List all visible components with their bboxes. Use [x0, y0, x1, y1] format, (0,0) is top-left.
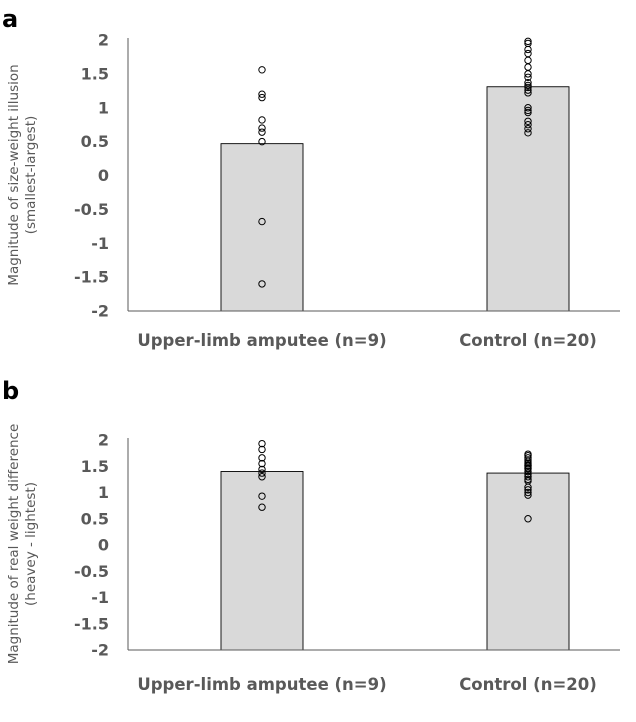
panel-letter: b: [2, 377, 19, 405]
data-point: [258, 280, 266, 288]
data-point: [258, 217, 266, 226]
y-tick-label: 1: [98, 483, 109, 502]
data-point: [258, 128, 266, 136]
bar: [220, 471, 304, 651]
data-point: [258, 445, 266, 454]
data-point: [524, 106, 532, 115]
y-tick-label: 2: [98, 431, 109, 450]
category-label: Control (n=20): [459, 331, 597, 350]
data-point: [258, 90, 266, 98]
data-point: [524, 465, 532, 473]
data-point: [258, 469, 266, 477]
data-point: [524, 83, 532, 92]
y-axis-label-line: Magnitude of real weight difference: [6, 424, 22, 665]
bars: [220, 86, 570, 312]
y-tick-label: 1: [98, 98, 109, 117]
category-labels: Upper-limb amputee (n=9) Control (n=20): [137, 331, 596, 350]
panel-b: b 2 1.5 1 0.5 0 -0.5 -1 -1.5 -2 Magnitude of rea…: [2, 377, 620, 694]
y-tick-label: 0.5: [81, 509, 109, 528]
data-point: [258, 116, 266, 124]
category-labels: Upper-limb amputee (n=9) Control (n=20): [137, 675, 596, 694]
y-tick-label: -1.5: [74, 614, 109, 633]
data-point: [524, 70, 532, 78]
data-point: [524, 117, 532, 126]
panel-letter: a: [2, 5, 18, 33]
y-tick-label: 0.5: [81, 132, 109, 151]
y-tick-label: -1: [91, 588, 109, 607]
bars: [220, 471, 570, 651]
data-point: [524, 129, 532, 137]
data-point: [258, 473, 266, 481]
data-point: [524, 81, 532, 90]
data-point: [524, 488, 532, 497]
y-axis-label: Magnitude of size-weight illusion (smalle…: [6, 64, 39, 285]
data-point: [258, 66, 266, 74]
y-tick-label: 0: [98, 166, 109, 185]
data-point: [524, 45, 532, 54]
data-point: [524, 63, 532, 71]
data-point: [524, 454, 532, 462]
category-label: Control (n=20): [459, 675, 597, 694]
y-tick-label: 1.5: [81, 457, 109, 476]
data-point: [524, 491, 532, 499]
bar: [486, 472, 570, 651]
data-point: [524, 486, 532, 494]
y-tick-label: -0.5: [74, 562, 109, 581]
data-point: [258, 492, 266, 500]
data-point: [524, 108, 532, 117]
data-point: [524, 515, 532, 523]
category-label: Upper-limb amputee (n=9): [137, 675, 386, 694]
data-point: [258, 137, 266, 146]
y-tick-label: -2: [91, 302, 109, 321]
data-point: [258, 503, 266, 511]
data-point: [524, 56, 532, 65]
data-point: [524, 89, 532, 97]
data-point: [524, 73, 532, 81]
data-point: [524, 37, 532, 46]
bar: [486, 86, 570, 312]
y-tick-label: 2: [98, 31, 109, 50]
data-point: [258, 459, 266, 468]
data-point: [258, 93, 266, 102]
data-points: [258, 439, 532, 523]
data-point: [524, 467, 532, 476]
data-point: [258, 454, 266, 462]
data-point: [524, 483, 532, 491]
data-point: [524, 104, 532, 112]
data-point: [258, 439, 266, 448]
data-point: [524, 86, 532, 94]
data-point: [258, 465, 266, 474]
data-point: [524, 473, 532, 481]
y-tick-labels: 2 1.5 1 0.5 0 -0.5 -1 -1.5 -2: [74, 431, 109, 660]
y-tick-label: 1.5: [81, 64, 109, 83]
category-label: Upper-limb amputee (n=9): [137, 331, 386, 350]
y-tick-label: -0.5: [74, 200, 109, 219]
y-tick-label: -2: [91, 641, 109, 660]
y-axis-label-line: Magnitude of size-weight illusion: [6, 64, 22, 285]
data-point: [258, 124, 266, 132]
data-points: [258, 37, 532, 288]
bar: [220, 143, 304, 312]
data-point: [524, 120, 532, 129]
y-tick-label: 0: [98, 536, 109, 555]
y-tick-labels: 2 1.5 1 0.5 0 -0.5 -1 -1.5 -2: [74, 31, 109, 321]
y-tick-label: -1.5: [74, 268, 109, 287]
y-axis-label-line: (smallest-largest): [23, 116, 39, 235]
y-axis-label-line: (heavey - lightest): [23, 482, 39, 606]
data-point: [524, 49, 532, 58]
y-tick-label: -1: [91, 234, 109, 253]
data-point: [524, 125, 532, 133]
y-axis-label: Magnitude of real weight difference (heav…: [6, 424, 39, 665]
panel-a: a 2 1.5 1 0.5 0 -0.5 -1 -1.5 -2 Magnitude of siz…: [2, 5, 620, 350]
data-point: [524, 78, 532, 87]
